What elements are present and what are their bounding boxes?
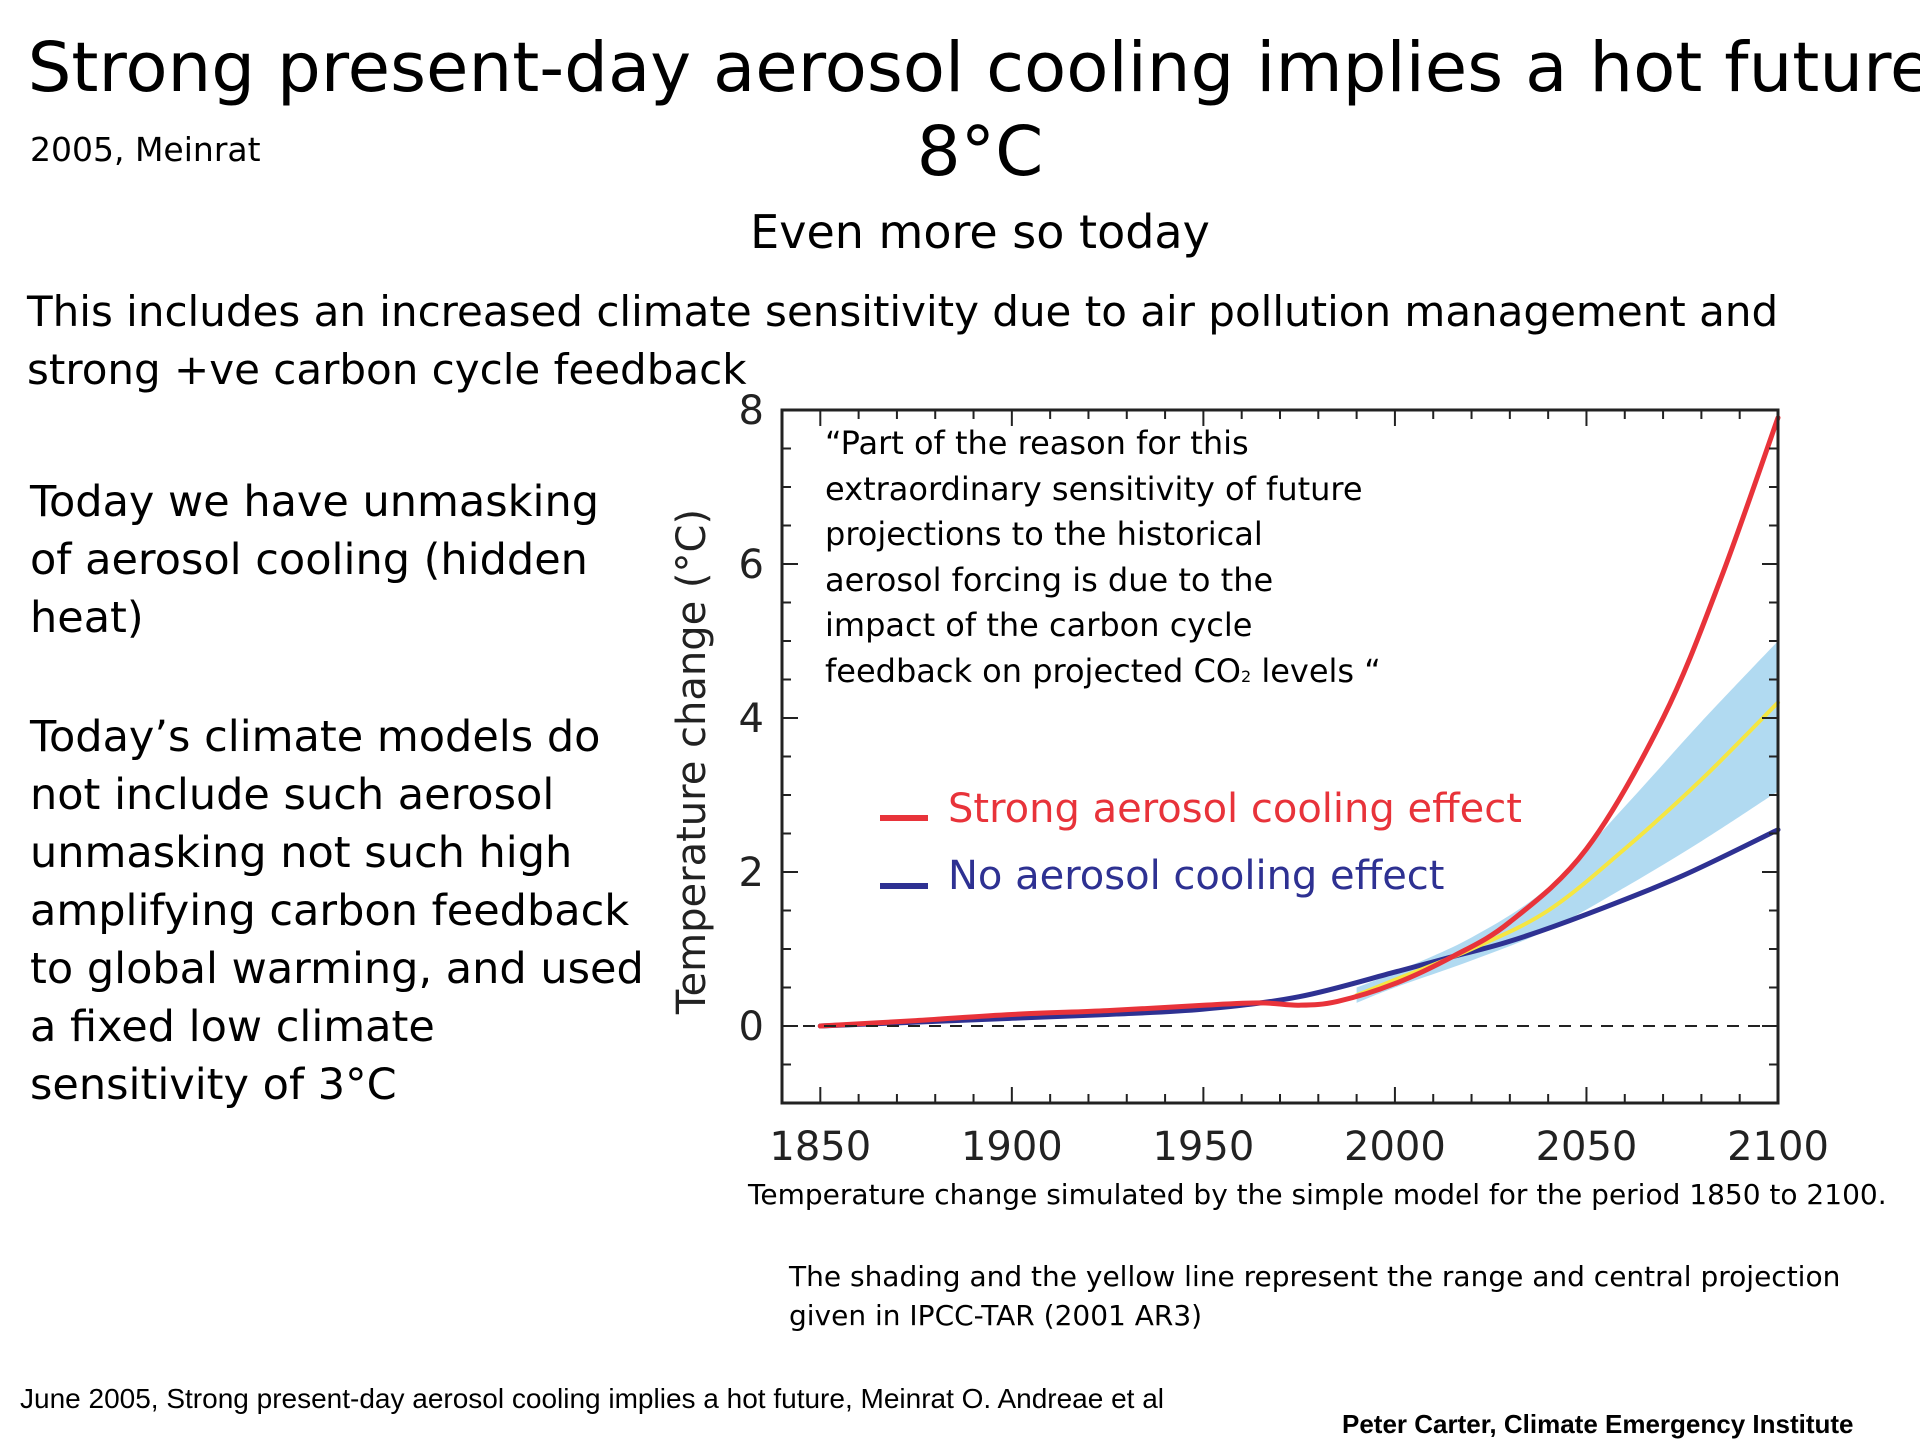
ipcc-central-line: [1354, 700, 1780, 998]
x-tick-label: 2050: [1536, 1124, 1638, 1170]
author-credit: Peter Carter, Climate Emergency Institut…: [1342, 1409, 1854, 1439]
legend-label-strong-aerosol: Strong aerosol cooling effect: [948, 786, 1522, 832]
x-tick-label: 2000: [1344, 1124, 1446, 1170]
y-axis-label: Temperature change (°C): [669, 509, 715, 1015]
left-paragraph-models: Today’s climate models do not include su…: [30, 712, 644, 1110]
slide-title: Strong present-day aerosol cooling impli…: [27, 28, 1920, 192]
y-tick-label: 2: [739, 850, 764, 896]
strong-aerosol-line: [817, 415, 1781, 1029]
x-tick-label: 1950: [1152, 1124, 1254, 1170]
ipcc-range-band: [1356, 641, 1778, 1003]
source-tag: 2005, Meinrat: [30, 130, 261, 169]
chart-caption: Temperature change simulated by the simp…: [748, 1178, 1887, 1211]
quote-text-end: levels “: [1251, 651, 1381, 690]
x-tick-label: 1850: [769, 1124, 871, 1170]
left-paragraph-unmasking: Today we have unmasking of aerosol cooli…: [30, 477, 600, 643]
chart-quote: “Part of the reason for this extraordina…: [825, 421, 1385, 699]
y-tick-label: 0: [739, 1004, 764, 1050]
no-aerosol-line: [817, 827, 1781, 1029]
quote-subscript: 2: [1240, 666, 1252, 686]
quote-text: “Part of the reason for this extraordina…: [825, 424, 1363, 690]
intro-text: This includes an increased climate sensi…: [27, 287, 1779, 394]
legend-label-no-aerosol: No aerosol cooling effect: [948, 853, 1445, 899]
y-tick-label: 6: [739, 542, 764, 588]
y-tick-label: 4: [739, 696, 764, 742]
x-tick-label: 2100: [1727, 1124, 1829, 1170]
slide-subtitle: Even more so today: [750, 205, 1210, 259]
citation: June 2005, Strong present-day aerosol co…: [20, 1383, 1165, 1414]
y-tick-label: 8: [739, 388, 764, 434]
chart-note: The shading and the yellow line represen…: [789, 1260, 1841, 1332]
x-tick-label: 1900: [961, 1124, 1063, 1170]
